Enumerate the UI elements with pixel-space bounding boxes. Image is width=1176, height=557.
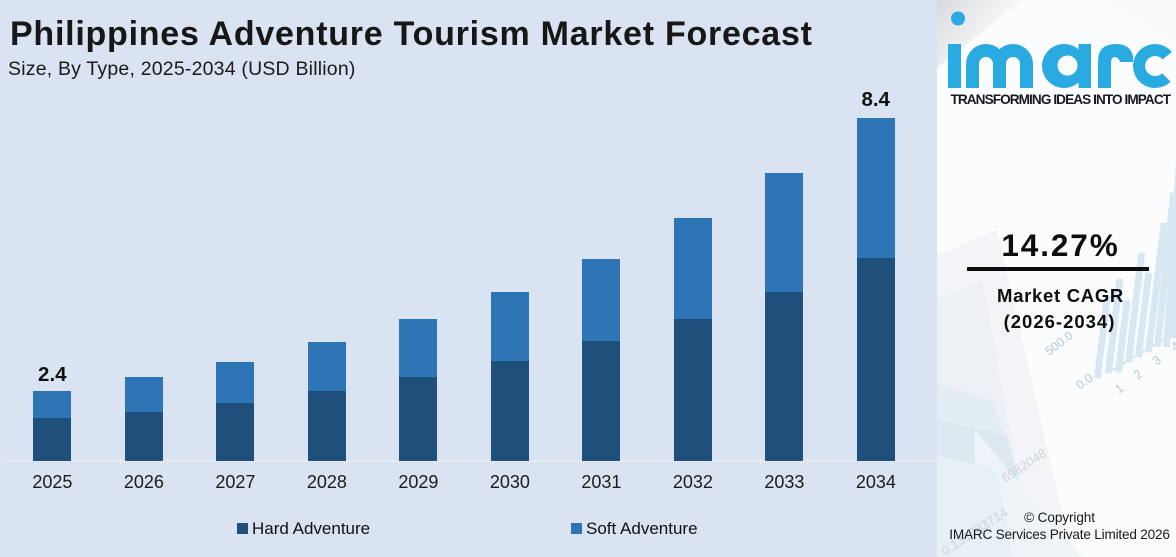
- svg-text:0.0: 0.0: [1073, 371, 1095, 393]
